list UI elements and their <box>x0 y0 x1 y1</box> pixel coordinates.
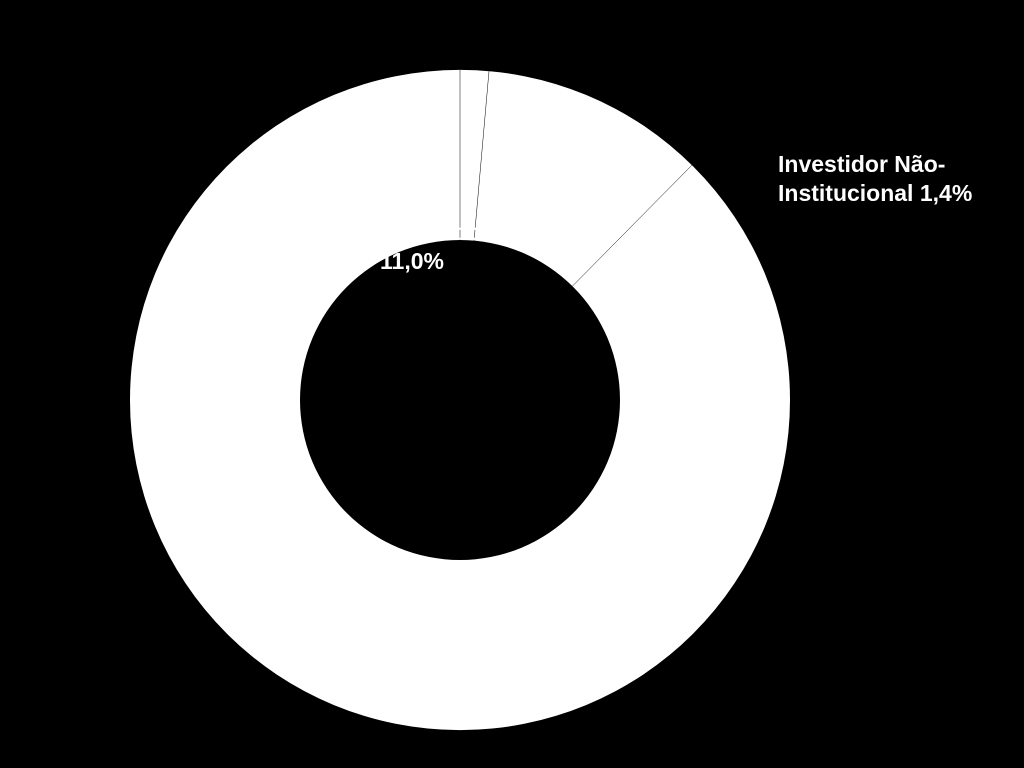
outer-label-line2: Institucional 1,4% <box>778 180 972 206</box>
outer-label-line1: Investidor Não- <box>778 151 945 177</box>
chart-stage: Investidor 11,0% Investidor Não- Institu… <box>0 0 1024 768</box>
center-label-line2: 11,0% <box>380 248 444 274</box>
outer-label: Investidor Não- Institucional 1,4% <box>778 150 972 208</box>
center-label: Investidor 11,0% <box>380 218 490 276</box>
donut-chart <box>0 0 1024 768</box>
center-label-line1: Investidor <box>380 219 490 245</box>
